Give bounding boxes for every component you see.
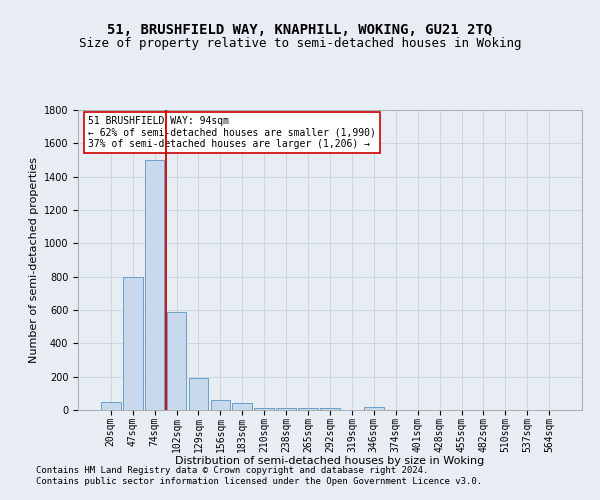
- Bar: [364, 406, 384, 410]
- Bar: [211, 400, 230, 410]
- Bar: [298, 408, 318, 410]
- Bar: [320, 408, 340, 410]
- Text: 51, BRUSHFIELD WAY, KNAPHILL, WOKING, GU21 2TQ: 51, BRUSHFIELD WAY, KNAPHILL, WOKING, GU…: [107, 22, 493, 36]
- Y-axis label: Number of semi-detached properties: Number of semi-detached properties: [29, 157, 40, 363]
- Bar: [145, 160, 164, 410]
- Bar: [254, 408, 274, 410]
- Text: Contains public sector information licensed under the Open Government Licence v3: Contains public sector information licen…: [36, 477, 482, 486]
- Text: 51 BRUSHFIELD WAY: 94sqm
← 62% of semi-detached houses are smaller (1,990)
37% o: 51 BRUSHFIELD WAY: 94sqm ← 62% of semi-d…: [88, 116, 376, 149]
- Text: Contains HM Land Registry data © Crown copyright and database right 2024.: Contains HM Land Registry data © Crown c…: [36, 466, 428, 475]
- Bar: [276, 408, 296, 410]
- Bar: [188, 378, 208, 410]
- Bar: [167, 312, 187, 410]
- Bar: [232, 404, 252, 410]
- Bar: [123, 276, 143, 410]
- Bar: [101, 402, 121, 410]
- X-axis label: Distribution of semi-detached houses by size in Woking: Distribution of semi-detached houses by …: [175, 456, 485, 466]
- Text: Size of property relative to semi-detached houses in Woking: Size of property relative to semi-detach…: [79, 38, 521, 51]
